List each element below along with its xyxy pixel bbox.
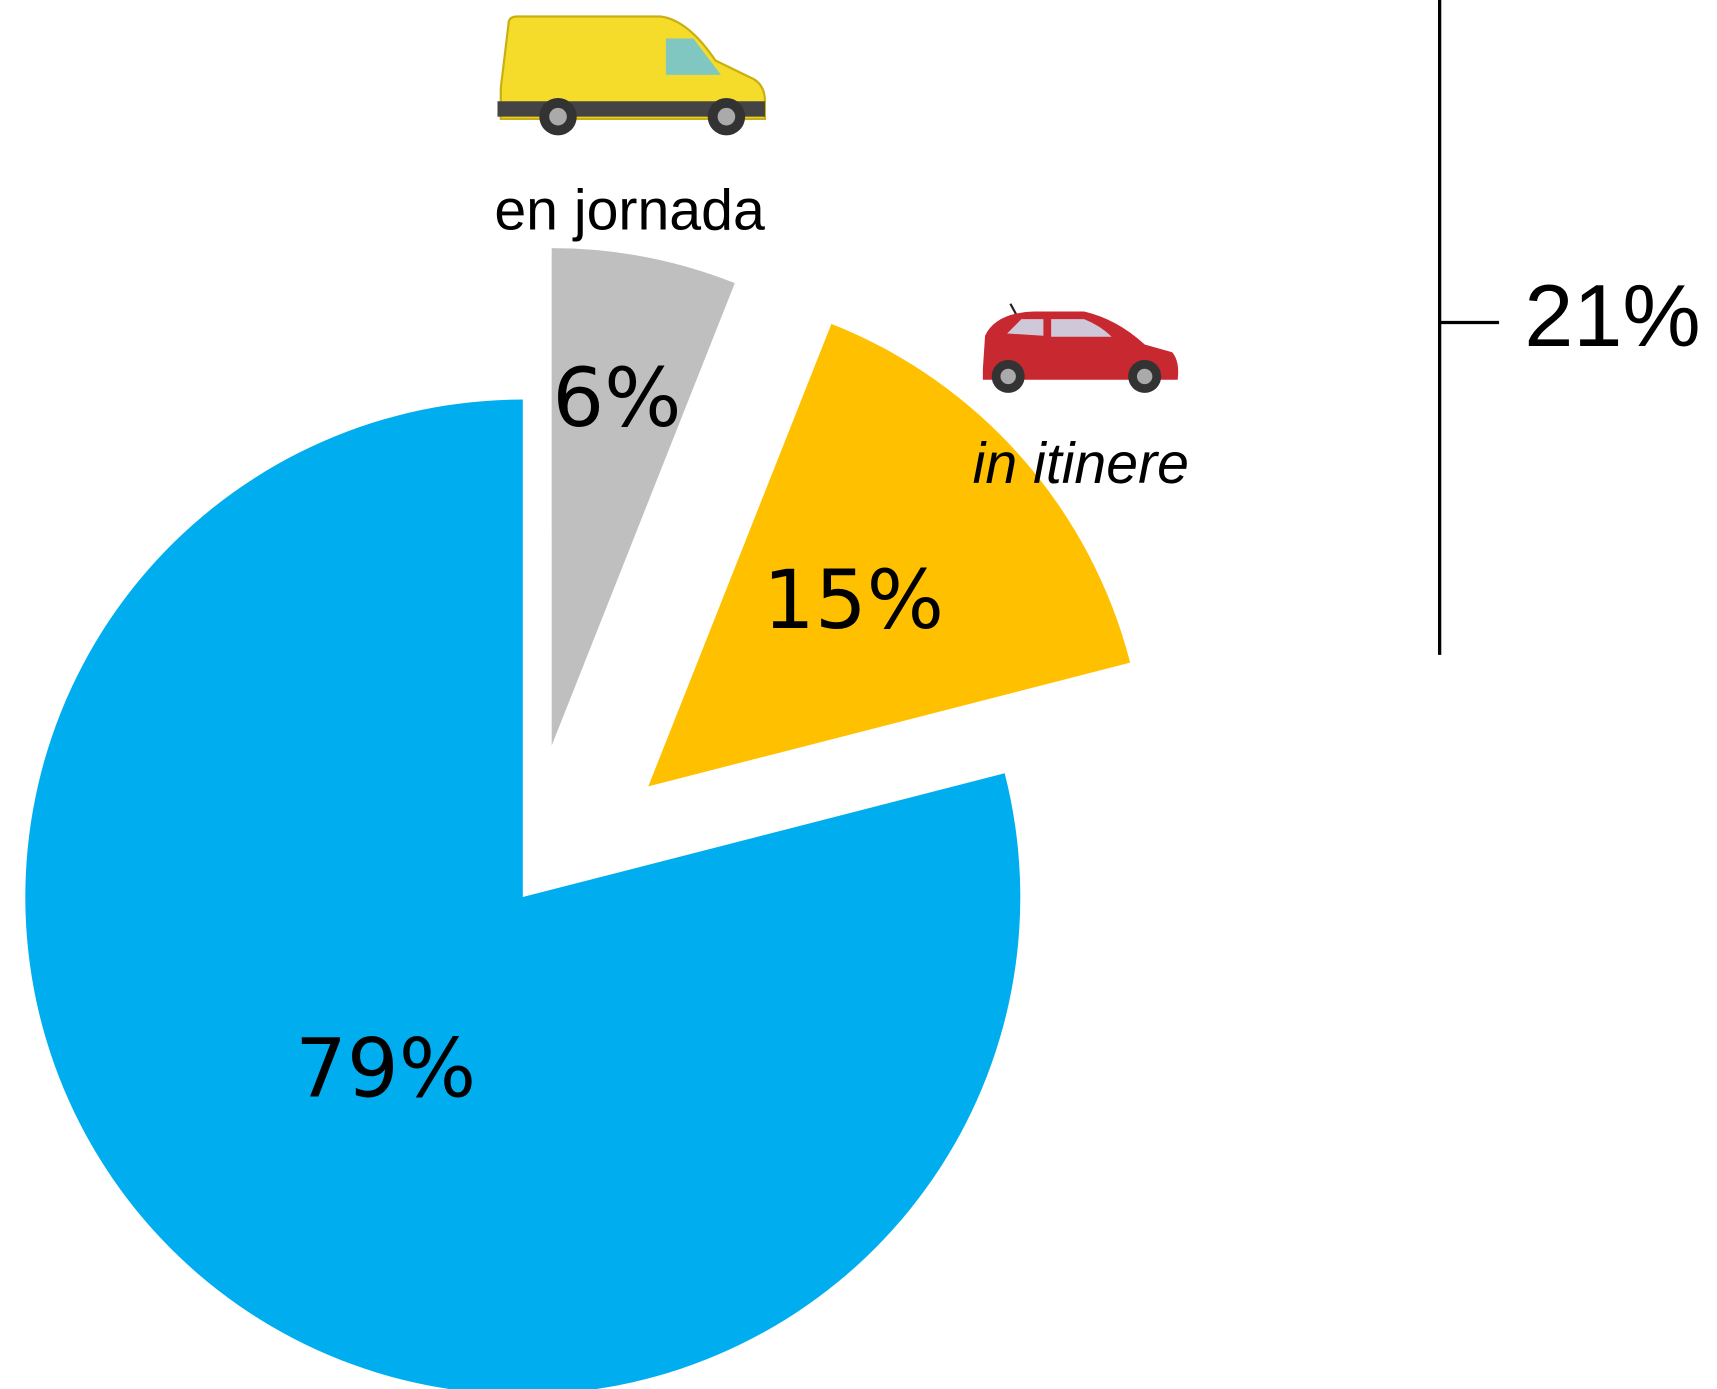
slice-value-label: 6% xyxy=(552,351,681,446)
pie-slice xyxy=(25,399,1021,1389)
slice-category-label: en jornada xyxy=(494,179,765,243)
annotation: 21% xyxy=(1524,266,1700,365)
pie-slice xyxy=(648,323,1131,787)
slice-value-label: 79% xyxy=(295,1021,476,1116)
slice-category-label: in itinere xyxy=(973,432,1189,496)
car-icon xyxy=(982,303,1179,393)
slice-value-label: 15% xyxy=(763,553,944,648)
van-icon xyxy=(497,15,767,136)
pie-slice xyxy=(551,248,735,746)
